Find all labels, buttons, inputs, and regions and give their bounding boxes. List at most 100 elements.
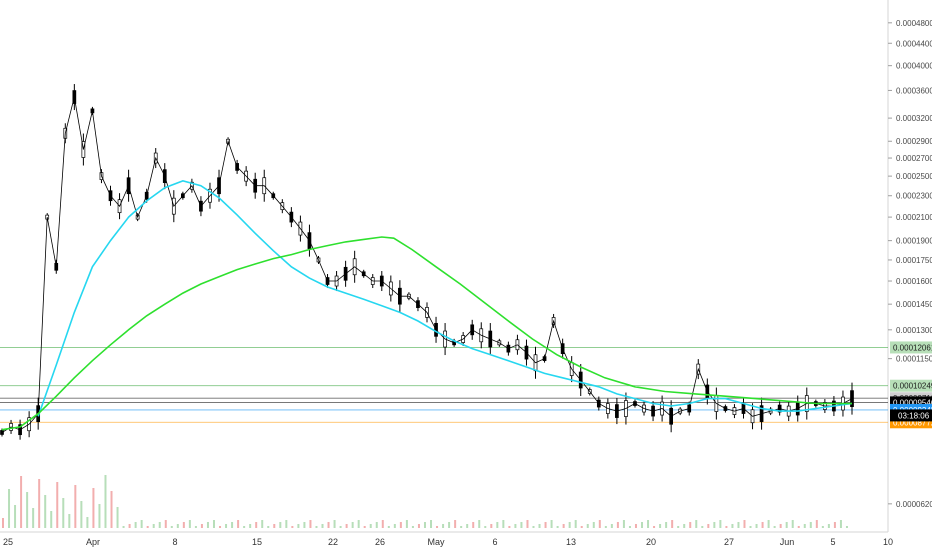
volume-bar [436, 526, 439, 528]
volume-bar [616, 522, 619, 528]
volume-bar [14, 505, 17, 528]
price-badge [890, 341, 932, 354]
volume-bar [128, 524, 131, 528]
volume-bar [785, 522, 788, 528]
volume-bar [671, 520, 674, 528]
volume-bar [231, 522, 234, 528]
volume-bar [653, 526, 656, 528]
volume-bar [490, 524, 493, 528]
volume-bar [773, 526, 776, 528]
volume-bar [219, 526, 222, 528]
price-badge-label: 0.00008772 [893, 418, 932, 427]
volume-bar [146, 526, 149, 528]
volume-bar [116, 507, 119, 528]
volume-bar [381, 520, 384, 528]
volume-bar [737, 522, 740, 528]
volume-bar [707, 524, 710, 528]
moving-average-cyan [37, 180, 853, 417]
volume-bar [604, 526, 607, 528]
volume-bar [460, 526, 463, 528]
y-tick-label: 0.00006200 [896, 500, 932, 509]
volume-bar [514, 524, 517, 528]
volume-bar [62, 498, 65, 528]
volume-bar [369, 524, 372, 528]
volume-bar [279, 522, 282, 528]
volume-bar [321, 524, 324, 528]
price-badge-label: 0.00010249 [893, 382, 932, 391]
volume-bar [98, 504, 101, 528]
volume-bar [417, 524, 420, 528]
volume-bar [598, 520, 601, 528]
volume-bar [315, 526, 318, 528]
volume-bar [152, 524, 155, 528]
x-axis[interactable]: 25 Apr 8 15 22 26 May 6 13 20 27 Jun 5 10 [3, 537, 893, 547]
volume-bar [701, 526, 704, 528]
volume-bar [194, 526, 197, 528]
x-tick-label: 5 [830, 537, 835, 547]
volume-bar [122, 526, 125, 528]
volume-bar [176, 524, 179, 528]
volume-bar [261, 520, 264, 528]
volume-bar [225, 524, 228, 528]
volume-bar [562, 524, 565, 528]
volume-bar [749, 526, 752, 528]
volume-bar [134, 522, 137, 528]
volume-bar [86, 517, 89, 528]
volume-bar [689, 522, 692, 528]
volume-bar [249, 524, 252, 528]
volume-bar [327, 522, 330, 528]
volume-bar [411, 526, 414, 528]
volume-bar [821, 526, 824, 528]
volume-bar [719, 520, 722, 528]
volume-bar [568, 522, 571, 528]
x-tick-label: May [427, 537, 445, 547]
volume-bar [285, 520, 288, 528]
volume-bar [92, 488, 95, 528]
volume-bar [496, 522, 499, 528]
volume-bar [423, 522, 426, 528]
volume-bar [32, 508, 35, 528]
volume-bar [574, 520, 577, 528]
volume-bar [659, 524, 662, 528]
volume-bar [442, 524, 445, 528]
volume-bar [20, 476, 23, 528]
volume-bar [641, 522, 644, 528]
volume-bar [809, 522, 812, 528]
x-tick-label: 13 [566, 537, 576, 547]
volume-bar [731, 524, 734, 528]
volume-bar [647, 520, 650, 528]
volume-bar [586, 524, 589, 528]
volume-bar [345, 524, 348, 528]
volume-bar [526, 520, 529, 528]
volume-bar [520, 522, 523, 528]
volume-bar [375, 522, 378, 528]
volume-bar [170, 526, 173, 528]
volume-bar [665, 522, 668, 528]
volume-bar [182, 522, 185, 528]
volume-bar [803, 524, 806, 528]
x-tick-label: 6 [492, 537, 497, 547]
volume-bar [695, 520, 698, 528]
volume-bar [273, 524, 276, 528]
volume-bar [839, 520, 842, 528]
volume-bar [8, 489, 11, 528]
volume-bar [405, 520, 408, 528]
volume-bar [200, 524, 203, 528]
volume-bar [556, 526, 559, 528]
volume-bar [592, 522, 595, 528]
volume-bar [532, 526, 535, 528]
volume-bar [393, 524, 396, 528]
volume-bar [550, 520, 553, 528]
volume-bar [713, 522, 716, 528]
volume-bar [622, 520, 625, 528]
volume-bar [399, 522, 402, 528]
volume-bar [779, 524, 782, 528]
